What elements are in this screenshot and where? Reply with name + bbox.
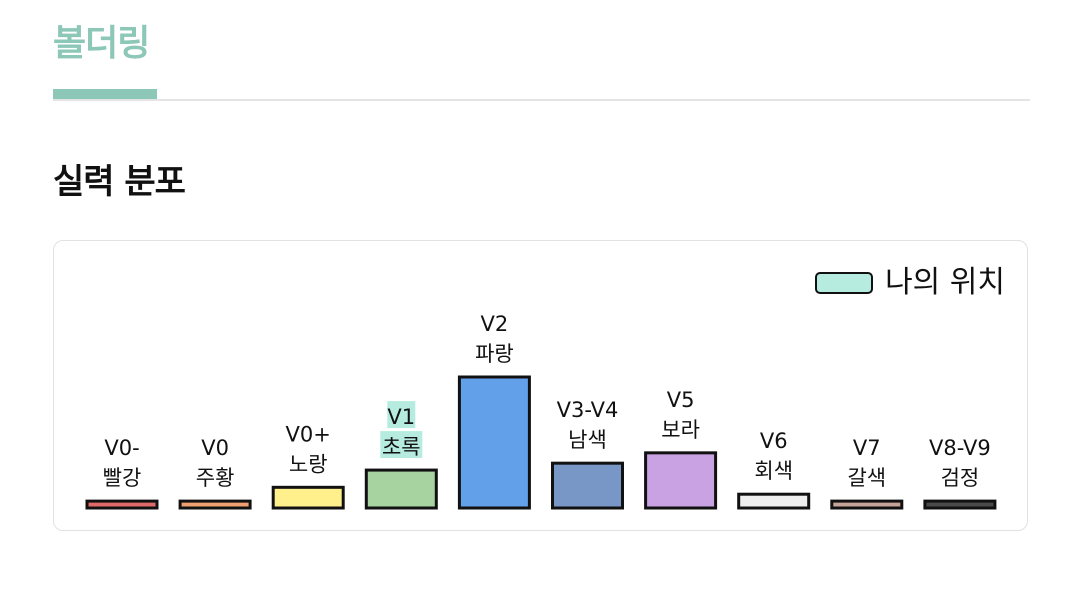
grade-label: V0	[201, 436, 229, 460]
grade-label: V2	[481, 312, 509, 336]
bar-1	[85, 499, 159, 510]
grade-label: V7	[853, 436, 881, 460]
color-name-label: 파랑	[475, 342, 514, 366]
bar-4	[364, 468, 438, 510]
legend-swatch	[815, 272, 874, 294]
page-title: 볼더링	[53, 23, 150, 64]
grade-label: V8-V9	[929, 436, 991, 460]
color-name-label: 빨강	[103, 466, 142, 490]
color-name-label: 주황	[196, 466, 235, 490]
grade-label: V1	[387, 405, 415, 429]
grade-label: V3-V4	[557, 398, 619, 422]
bar-9	[830, 499, 904, 510]
color-name-label: 남색	[568, 428, 607, 452]
bar-5	[457, 375, 531, 510]
page-header: 볼더링	[53, 0, 1030, 101]
section-title: 실력 분포	[53, 162, 186, 202]
bar-3	[271, 485, 345, 510]
color-name-label: 회색	[754, 459, 793, 483]
color-name-label: 보라	[661, 418, 700, 442]
color-name-label: 검정	[941, 466, 980, 490]
grade-label: V6	[760, 429, 788, 453]
bar-8	[737, 492, 811, 510]
distribution-card: 나의 위치	[53, 240, 1028, 531]
color-name-label: 갈색	[847, 466, 886, 490]
legend-label: 나의 위치	[885, 265, 1005, 300]
bar-6	[551, 461, 624, 510]
bar-10	[923, 499, 997, 510]
header-active-indicator	[53, 89, 157, 99]
bar-7	[644, 451, 718, 510]
header-divider	[53, 99, 1030, 101]
grade-label: V5	[667, 388, 695, 412]
bar-2	[178, 499, 252, 510]
color-name-label: 노랑	[289, 452, 328, 476]
highlight-grade-bg	[387, 401, 416, 429]
color-name-label: 초록	[382, 435, 421, 459]
grade-label: V0+	[286, 422, 331, 446]
chart-legend: 나의 위치	[815, 263, 1005, 303]
highlight-name-bg	[380, 431, 423, 459]
grade-label: V0-	[104, 436, 139, 460]
